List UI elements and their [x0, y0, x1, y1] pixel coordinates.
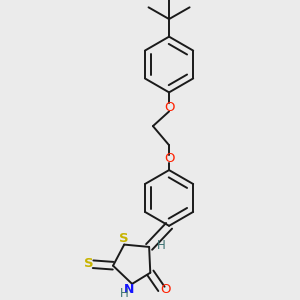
Text: S: S	[119, 232, 128, 245]
Text: O: O	[160, 283, 171, 296]
Text: N: N	[123, 283, 134, 296]
Text: O: O	[164, 100, 174, 113]
Text: S: S	[84, 257, 94, 270]
Text: H: H	[157, 239, 166, 252]
Text: O: O	[164, 152, 174, 165]
Text: H: H	[119, 287, 128, 300]
